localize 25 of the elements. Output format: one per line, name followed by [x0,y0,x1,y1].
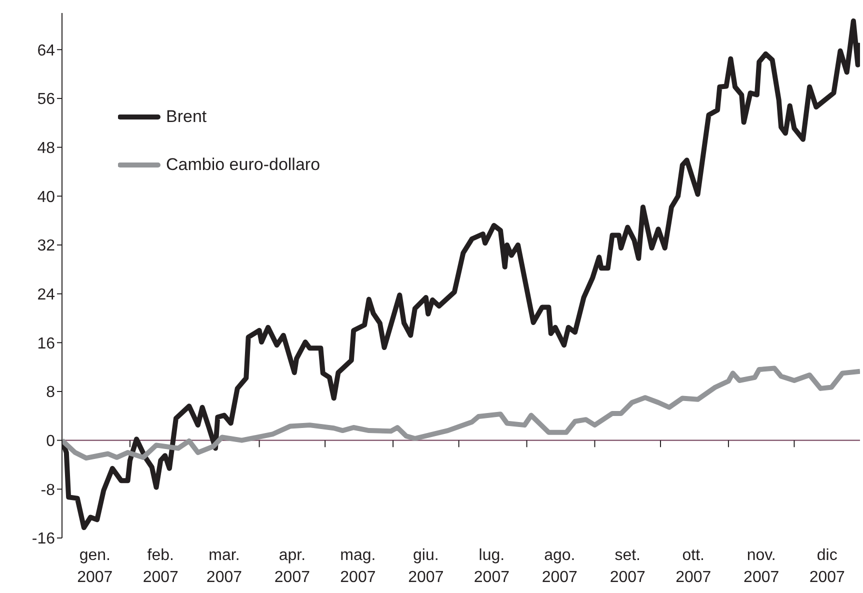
x-tick-label: giu. 2007 [408,547,444,586]
x-tick-label: mar. 2007 [206,547,242,586]
legend-label: Cambio euro-dollaro [166,155,320,175]
y-tick-label: 24 [37,286,56,304]
x-tick-label: lug. 2007 [474,547,510,586]
y-tick-label: 32 [37,238,56,255]
legend-label: Brent [166,107,207,127]
y-tick-label: -16 [32,530,56,548]
y-tick-label: 64 [37,42,56,60]
x-tick-label: ago. 2007 [542,547,578,586]
x-tick-label: set. 2007 [610,547,646,586]
y-tick-label: 40 [37,188,56,206]
y-tick-label: 16 [37,335,56,352]
y-tick-label: 56 [37,91,56,108]
x-tick-label: mag. 2007 [340,547,376,586]
y-tick-label: -8 [40,482,56,499]
x-tick-label: ott. 2007 [676,547,712,586]
y-tick-label: 0 [46,433,56,450]
x-tick-label: feb. 2007 [142,547,179,586]
x-tick-label: dic 2007 [809,547,846,586]
y-tick-label: 8 [46,384,56,402]
x-tick-label: apr. 2007 [274,547,310,586]
x-tick-label: nov. 2007 [744,547,780,586]
y-tick-label: 48 [37,140,56,157]
x-tick-label: gen. 2007 [77,547,113,586]
